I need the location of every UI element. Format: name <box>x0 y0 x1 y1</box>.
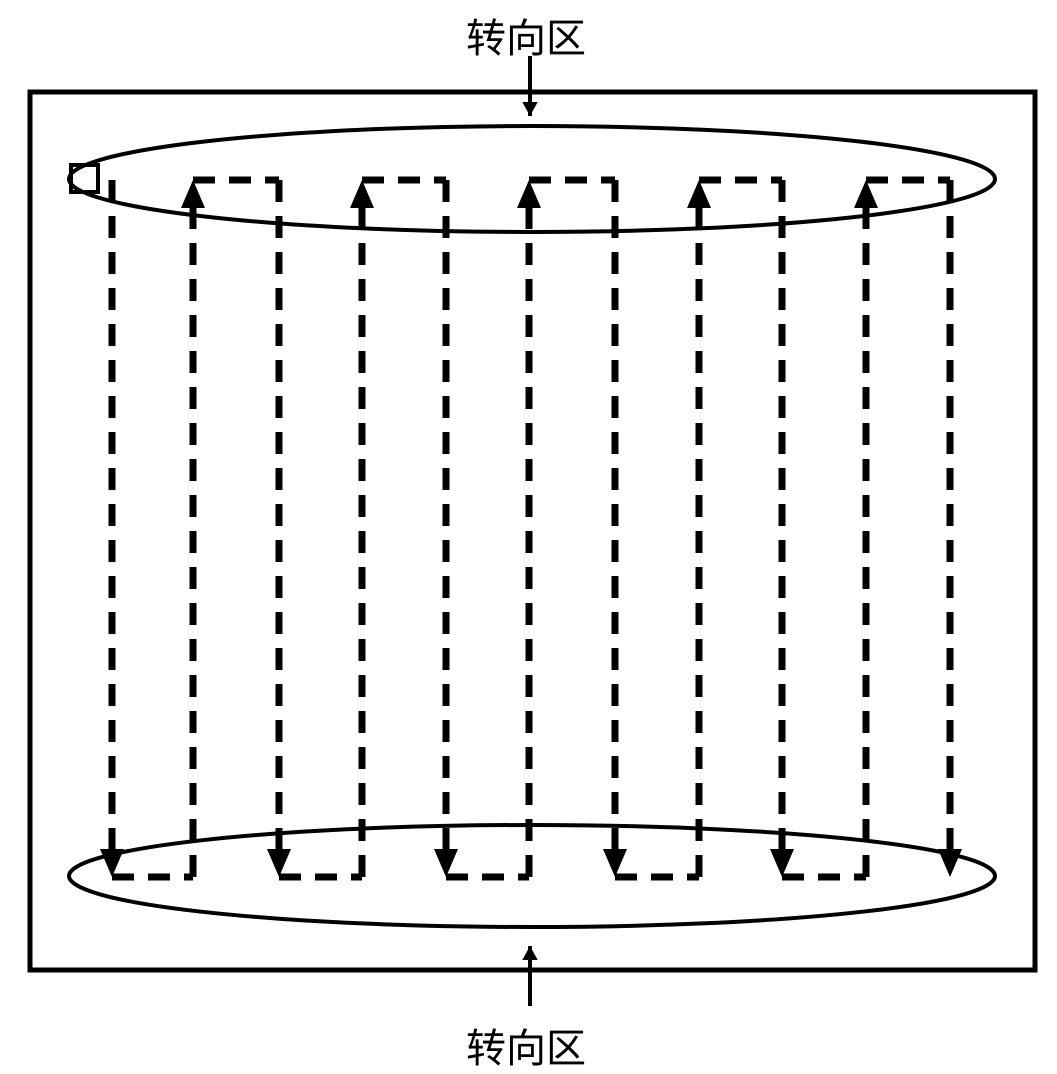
path-arrow-head <box>687 180 711 208</box>
path-arrow-head <box>267 849 291 877</box>
pointer-arrow-head <box>522 102 537 116</box>
path-arrow-head <box>181 180 205 208</box>
path-arrow-head <box>938 849 962 877</box>
diagram-svg <box>0 0 1057 1067</box>
path-arrow-head <box>603 849 627 877</box>
path-arrow-head <box>854 180 878 208</box>
path-arrow-head <box>770 849 794 877</box>
path-arrow-head <box>100 849 124 877</box>
diagram-container: 转向区 转向区 <box>0 0 1057 1067</box>
path-arrow-head <box>434 849 458 877</box>
path-arrow-head <box>517 180 541 208</box>
pointer-arrow-head <box>522 946 537 960</box>
path-arrow-head <box>350 180 374 208</box>
